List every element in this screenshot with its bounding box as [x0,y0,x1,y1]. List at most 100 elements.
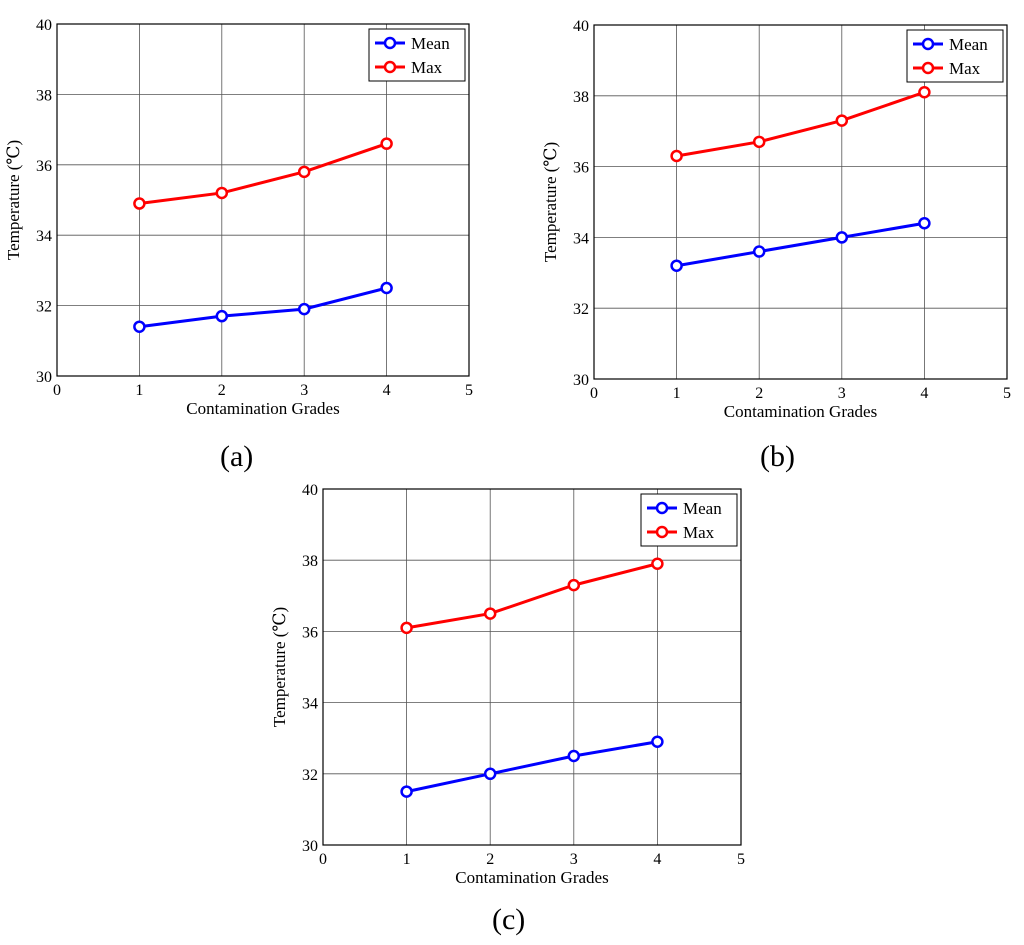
series-mean [133,281,393,333]
legend: Mean Max [906,29,1004,83]
data-point-max [567,578,581,592]
x-axis-label: Contamination Grades [724,402,877,421]
legend-label-mean: Mean [949,35,988,54]
data-point-mean [400,785,413,798]
y-tick-label: 34 [302,696,318,713]
legend-marker-max [921,61,935,75]
data-point-mean [215,309,229,323]
data-point-max [670,149,683,163]
y-tick-label: 30 [302,838,318,855]
data-point-max [752,135,766,149]
data-point-max [651,557,664,571]
legend-marker-mean [921,37,935,51]
x-tick-label: 0 [590,385,598,402]
y-tick-label: 30 [573,372,589,389]
data-point-mean [670,259,683,272]
plot-area [323,489,741,845]
plot-area [594,25,1007,379]
legend: Mean Max [368,28,466,82]
data-point-max [215,186,229,200]
series-line-mean [676,221,925,268]
data-point-max [918,86,931,99]
data-point-mean [483,767,497,781]
y-tick-label: 38 [302,553,318,570]
legend-label-mean: Mean [411,34,450,53]
legend-label-max: Max [411,58,443,77]
data-point-mean [651,735,664,749]
legend-marker-mean [383,36,397,50]
series-max [670,86,931,163]
y-tick-label: 36 [573,160,589,177]
data-point-mean [297,302,311,316]
y-tick-label: 40 [573,18,589,35]
series-line-mean [406,740,658,794]
data-point-max [380,137,393,150]
data-point-mean [752,245,766,258]
x-tick-label: 0 [319,851,327,868]
chart-panel-a: 0 1 2 3 4 5 30 32 34 36 38 40 Contamination Grades Te… [0,0,490,420]
series-max [133,137,393,210]
legend: Mean Max [640,493,738,547]
y-tick-label: 36 [302,624,318,641]
y-tick-label: 32 [573,301,589,318]
x-axis-label: Contamination Grades [186,399,339,418]
y-tick-label: 34 [573,230,589,247]
caption-c-text: (c) [492,903,526,936]
legend-marker-max [655,525,669,539]
data-point-max [133,197,146,210]
series-line-mean [139,286,387,329]
chart-panel-b: 0 1 2 3 4 5 30 32 34 36 38 40 Contamination Grades Te… [536,0,1024,421]
y-tick-label: 38 [36,87,52,104]
legend-label-mean: Mean [683,499,722,518]
series-line-max [406,562,658,630]
legend-label-max: Max [949,59,981,78]
y-axis-label: Temperature (℃) [270,607,289,727]
x-axis-label: Contamination Grades [455,868,608,887]
y-tick-label: 40 [302,482,318,499]
x-tick-label: 0 [53,382,61,399]
data-point-max [483,607,497,620]
caption-a-text: (a) [220,440,254,473]
series-line-max [139,142,388,206]
data-point-mean [918,216,931,230]
series-mean [670,216,931,272]
x-tick-label: 5 [737,851,745,868]
caption-a: (a) [220,440,253,474]
plot-area [57,24,469,376]
data-point-max [835,114,849,127]
y-axis-label: Temperature (℃) [4,140,23,260]
axes-box [322,488,742,846]
y-tick-label: 32 [36,299,52,316]
data-point-mean [133,320,146,333]
legend-label-max: Max [683,523,715,542]
caption-b-text: (b) [760,440,795,473]
y-tick-label: 34 [36,228,52,245]
x-tick-label: 3 [838,385,846,402]
legend-marker-max [383,60,397,74]
data-point-mean [567,749,581,763]
series-line-max [676,90,925,158]
y-axis-label: Temperature (℃) [541,142,560,262]
x-tick-label: 4 [653,851,661,868]
x-tick-label: 1 [403,851,411,868]
caption-c: (c) [492,903,525,937]
series-mean [400,735,664,798]
x-tick-label: 4 [920,385,928,402]
legend-box [640,493,738,547]
x-tick-label: 1 [673,385,681,402]
data-point-mean [835,231,849,244]
y-tick-label: 30 [36,369,52,386]
x-tick-label: 4 [383,382,391,399]
series-max [400,557,664,635]
y-tick-label: 40 [36,17,52,34]
x-tick-label: 5 [465,382,473,399]
legend-box [368,28,466,82]
x-tick-label: 3 [570,851,578,868]
x-tick-label: 2 [486,851,494,868]
x-tick-label: 2 [755,385,763,402]
x-tick-label: 2 [218,382,226,399]
y-tick-label: 32 [302,767,318,784]
chart-panel-c: 0 1 2 3 4 5 30 32 34 36 38 40 Contamination Grades Te… [268,470,758,890]
legend-box [906,29,1004,83]
